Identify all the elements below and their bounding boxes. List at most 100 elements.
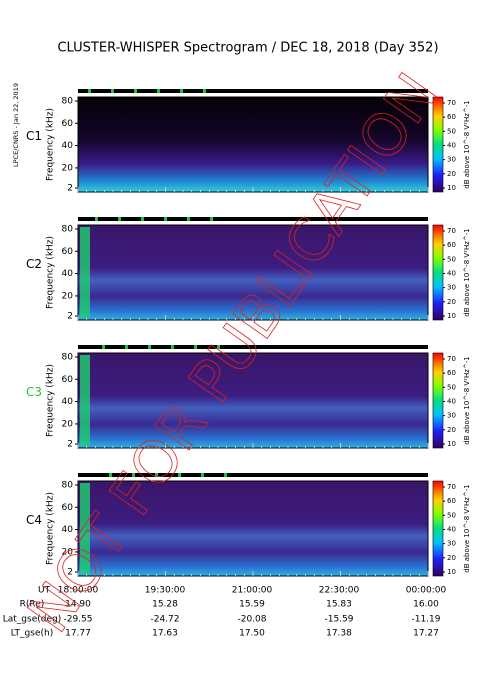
spectrogram-band xyxy=(80,483,90,574)
colorbar-tick-label: 20 xyxy=(447,426,456,434)
y-tick-label: 2 xyxy=(67,184,73,194)
ephemeris-value: -20.08 xyxy=(237,615,266,625)
ephemeris-value: 17.77 xyxy=(65,629,91,639)
status-mark xyxy=(141,217,144,221)
spectrogram xyxy=(78,225,428,320)
ephemeris-value: 00:00:00 xyxy=(406,586,447,596)
y-tick-label: 80 xyxy=(62,481,74,491)
status-mark xyxy=(125,345,128,349)
y-tick-label: 2 xyxy=(67,568,73,578)
ephemeris-value: 14.90 xyxy=(65,600,91,610)
colorbar-tick-label: 50 xyxy=(447,127,456,135)
panel-name: C1 xyxy=(26,129,42,143)
y-tick-label: 40 xyxy=(62,141,74,151)
ephemeris-value: 17.27 xyxy=(413,629,439,639)
ephemeris-value: -29.55 xyxy=(63,615,92,625)
status-bar xyxy=(78,217,428,221)
colorbar-label: dB above 10^-8 V²Hz^-1 xyxy=(463,356,471,445)
y-tick-label: 60 xyxy=(62,503,74,513)
y-tick-label: 2 xyxy=(67,440,73,450)
status-mark xyxy=(210,217,213,221)
ephemeris-value: 17.63 xyxy=(152,629,178,639)
ephemeris-label: Lat_gse(deg) xyxy=(3,615,61,625)
ephemeris-value: 22:30:00 xyxy=(319,586,360,596)
ephemeris-value: 15.59 xyxy=(239,600,265,610)
colorbar-tick-label: 60 xyxy=(447,497,456,505)
side-label: LPCE/CNRS - Jan 22, 2019 xyxy=(12,83,20,167)
status-mark xyxy=(217,345,220,349)
ephemeris-value: 16.00 xyxy=(413,600,439,610)
spectrogram xyxy=(78,353,428,448)
panels: 2 20 40 60 80 Frequency (kHz) C1 10 20 30 40 50 60 70… xyxy=(26,89,471,578)
panel-name: C3 xyxy=(26,385,42,399)
y-tick-label: 2 xyxy=(67,312,73,322)
status-mark xyxy=(171,345,174,349)
colorbar-tick-label: 70 xyxy=(447,227,456,235)
y-tick-label: 80 xyxy=(62,353,74,363)
spectrogram xyxy=(78,481,428,576)
status-mark xyxy=(102,345,105,349)
colorbar-tick-label: 40 xyxy=(447,526,456,534)
ephemeris-value: -15.59 xyxy=(324,615,353,625)
colorbar-tick-label: 30 xyxy=(447,156,456,164)
spectrogram xyxy=(78,97,428,192)
colorbar-tick-label: 20 xyxy=(447,170,456,178)
status-mark xyxy=(187,217,190,221)
status-bar xyxy=(78,89,428,93)
colorbar-tick-label: 10 xyxy=(447,184,456,192)
colorbar-tick-label: 50 xyxy=(447,255,456,263)
status-mark xyxy=(88,89,91,93)
colorbar-tick-label: 20 xyxy=(447,298,456,306)
status-bar xyxy=(78,473,428,477)
status-mark xyxy=(155,473,158,477)
status-mark xyxy=(201,473,204,477)
colorbar-tick-label: 50 xyxy=(447,383,456,391)
y-tick-label: 40 xyxy=(62,397,74,407)
status-mark xyxy=(164,217,167,221)
colorbar xyxy=(432,96,444,193)
ephemeris-label: LT_gse(h) xyxy=(11,629,53,639)
colorbar-tick-label: 70 xyxy=(447,355,456,363)
colorbar-tick-label: 30 xyxy=(447,284,456,292)
status-mark xyxy=(95,217,98,221)
ephemeris-value: 19:30:00 xyxy=(145,586,186,596)
ephemeris-value: 17.50 xyxy=(239,629,265,639)
status-mark xyxy=(109,473,112,477)
status-mark xyxy=(132,473,135,477)
colorbar-tick-label: 40 xyxy=(447,270,456,278)
y-tick-label: 20 xyxy=(62,547,74,557)
status-bar xyxy=(78,345,428,349)
title: CLUSTER-WHISPER Spectrogram / DEC 18, 20… xyxy=(57,41,438,56)
y-tick-label: 80 xyxy=(62,225,74,235)
status-mark xyxy=(224,473,227,477)
colorbar-tick-label: 70 xyxy=(447,99,456,107)
spectrogram-band xyxy=(80,227,90,318)
status-mark xyxy=(180,89,183,93)
ephemeris-value: 21:00:00 xyxy=(232,586,273,596)
y-tick-label: 60 xyxy=(62,119,74,129)
y-tick-label: 20 xyxy=(62,163,74,173)
colorbar-tick-label: 60 xyxy=(447,241,456,249)
y-tick-label: 40 xyxy=(62,525,74,535)
colorbar-tick-label: 40 xyxy=(447,142,456,150)
colorbar-label: dB above 10^-8 V²Hz^-1 xyxy=(463,100,471,189)
status-mark xyxy=(157,89,160,93)
panel-name: C2 xyxy=(26,257,42,271)
ephemeris: UT 18:00:00 19:30:00 21:00:00 22:30:00 00:00:… xyxy=(3,586,447,639)
status-mark xyxy=(148,345,151,349)
colorbar-label: dB above 10^-8 V²Hz^-1 xyxy=(463,228,471,317)
colorbar-label: dB above 10^-8 V²Hz^-1 xyxy=(463,484,471,573)
y-tick-label: 20 xyxy=(62,291,74,301)
ephemeris-value: -11.19 xyxy=(411,615,440,625)
y-tick-label: 80 xyxy=(62,97,74,107)
colorbar-tick-label: 10 xyxy=(447,568,456,576)
colorbar-tick-label: 60 xyxy=(447,113,456,121)
ephemeris-value: 17.38 xyxy=(326,629,352,639)
ephemeris-value: 15.28 xyxy=(152,600,178,610)
colorbar-tick-label: 30 xyxy=(447,412,456,420)
y-axis-label: Frequency (kHz) xyxy=(46,492,56,565)
y-tick-label: 60 xyxy=(62,247,74,257)
colorbar-tick-label: 40 xyxy=(447,398,456,406)
status-mark xyxy=(134,89,137,93)
